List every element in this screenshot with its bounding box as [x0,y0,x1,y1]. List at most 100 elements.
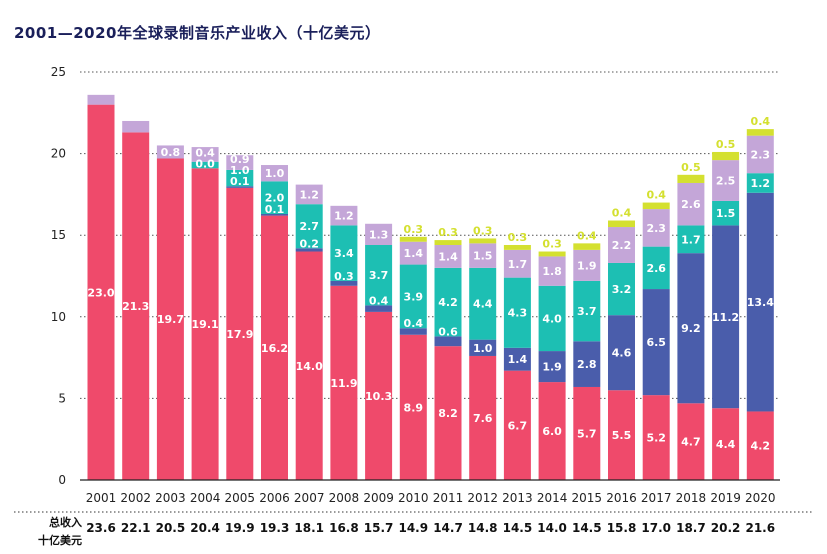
bar-segment-streaming [538,351,566,383]
total-value: 19.3 [260,521,290,535]
y-tick-label: 25 [51,65,66,79]
bar-segment-streaming [399,328,427,335]
bar-segment-downloads [330,225,358,281]
data-label-performance: 2.2 [612,239,632,252]
bar-segment-physical [712,408,740,480]
bar-segment-downloads [573,280,601,342]
bar-segment-streaming [469,339,497,356]
x-tick-label: 2020 [745,491,776,505]
data-label-performance: 1.0 [265,167,285,180]
data-label-physical: 14.0 [296,360,323,373]
bar-segment-sync [746,129,774,136]
y-tick-label: 20 [51,147,66,161]
bar-segment-downloads [608,262,635,316]
bar-segment-performance [295,184,323,205]
totals-label-line2: 十亿美元 [38,533,82,547]
bar-segment-sync [712,151,740,161]
bar-segment-physical [122,132,150,480]
total-value: 15.8 [607,521,637,535]
bar-segment-streaming [330,280,358,286]
y-tick-label: 0 [58,473,66,487]
bar-segment-downloads [295,204,323,249]
data-label-performance: 1.3 [369,228,389,241]
x-tick-label: 2012 [467,491,498,505]
bar-segment-performance [746,135,774,174]
x-tick-label: 2010 [398,491,429,505]
data-label-performance: 1.4 [438,250,458,263]
bar-segment-downloads [191,161,219,169]
bar-segment-downloads [503,277,531,348]
data-label-downloads: 1.0 [230,164,250,177]
data-label-streaming: 2.8 [577,358,597,371]
bar-segment-performance [191,147,219,162]
x-tick-label: 2009 [363,491,394,505]
bar-segment-streaming [677,253,705,404]
data-label-streaming: 1.9 [542,361,562,374]
data-label-physical: 11.9 [330,377,357,390]
data-label-performance: 1.7 [508,258,528,271]
bar-segment-performance [503,249,531,278]
data-label-streaming: 6.5 [646,336,666,349]
bar-segment-performance [365,223,393,245]
data-label-performance: 2.6 [681,198,701,211]
data-label-streaming: 0.2 [299,237,319,250]
bar-segment-streaming [434,336,462,347]
data-label-streaming: 0.1 [265,203,285,216]
x-tick-label: 2006 [259,491,290,505]
bar-segment-streaming [712,225,740,409]
bar-segment-physical [191,168,219,480]
data-label-physical: 4.4 [716,438,736,451]
bar-segment-downloads [261,181,288,214]
x-tick-label: 2007 [294,491,325,505]
total-value: 20.5 [156,521,186,535]
data-label-streaming: 0.0 [195,157,215,170]
total-value: 14.5 [503,521,533,535]
grid-layer [80,71,780,399]
bar-segment-performance [87,94,115,105]
bar-segment-sync [434,240,462,245]
data-label-streaming: 11.2 [712,311,739,324]
bar-segment-physical [261,215,288,480]
bar-segment-downloads [712,200,740,226]
data-label-streaming: 0.1 [230,175,250,188]
labels-layer: 23.00.621.30.719.70.819.10.00.40.917.90.… [87,84,774,453]
bar-segment-streaming [503,347,531,371]
data-label-streaming: 9.2 [681,322,701,335]
data-label-sync: 0.5 [716,138,736,151]
data-label-streaming: 0.4 [404,317,424,330]
bar-segment-physical [608,390,635,480]
data-label-downloads: 4.3 [508,307,528,320]
x-tick-label: 2005 [225,491,256,505]
data-label-sync: 0.3 [404,223,424,236]
bar-segment-downloads [226,169,254,187]
bar-segment-physical [226,187,254,480]
data-label-downloads: 2.0 [265,192,285,205]
x-tick-label: 2013 [502,491,533,505]
bar-segment-physical [538,382,566,480]
data-label-physical: 5.5 [612,429,632,442]
bar-segment-physical [365,311,393,480]
data-label-performance: 0.7 [126,110,146,123]
bar-segment-performance [156,145,184,159]
data-label-physical: 21.3 [122,300,149,313]
data-label-sync: 0.3 [508,231,528,244]
data-label-performance: 2.3 [646,222,666,235]
bar-segment-streaming [746,192,774,412]
data-label-physical: 6.0 [542,425,562,438]
data-label-physical: 6.7 [508,419,528,432]
data-label-downloads: 3.4 [334,247,354,260]
bar-segment-streaming [573,341,601,387]
data-label-sync: 0.4 [577,229,597,242]
bar-segment-downloads [746,173,774,193]
data-label-physical: 8.9 [404,401,424,414]
x-tick-label: 2002 [120,491,151,505]
data-label-streaming: 0.4 [369,294,389,307]
data-label-downloads: 3.9 [404,290,424,303]
data-label-performance: 1.8 [542,265,562,278]
data-label-physical: 10.3 [365,390,392,403]
data-label-physical: 8.2 [438,407,458,420]
x-tick-label: 2018 [676,491,707,505]
data-label-performance: 0.9 [195,135,215,148]
x-tick-label: 2017 [641,491,672,505]
